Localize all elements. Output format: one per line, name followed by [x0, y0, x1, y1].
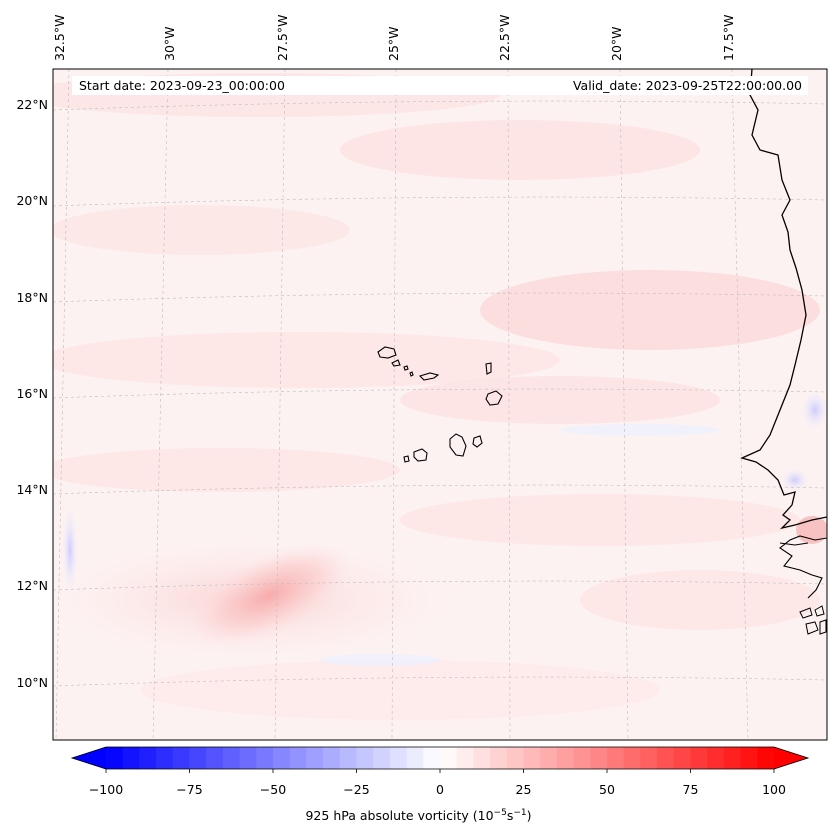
lon-label-27-5W: 27.5°W — [275, 14, 290, 61]
colorbar-step — [206, 747, 224, 769]
colorbar-step — [139, 747, 157, 769]
colorbar-title-mid: s — [506, 808, 514, 824]
colorbar-title-exp2: −1 — [513, 808, 527, 818]
colorbar-step — [373, 747, 391, 769]
info-banner — [72, 76, 808, 95]
colorbar-step — [339, 747, 357, 769]
bijagos-islands — [799, 605, 827, 635]
colorbar-step — [122, 747, 140, 769]
lat-label-16N: 16°N — [16, 386, 48, 401]
colorbar-step — [490, 747, 508, 769]
colorbar-step — [757, 747, 775, 769]
colorbar-step — [640, 747, 658, 769]
colorbar-title-end: ) — [526, 808, 532, 824]
colorbar-extend-min — [72, 747, 106, 769]
lon-label-20W: 20°W — [609, 26, 624, 61]
colorbar-step — [540, 747, 558, 769]
colorbar-step — [389, 747, 408, 769]
colorbar-step — [440, 747, 458, 769]
colorbar-step — [423, 747, 441, 769]
lat-label-14N: 14°N — [16, 482, 48, 497]
colorbar-step — [156, 747, 174, 769]
colorbar-step — [723, 747, 742, 769]
colorbar-step — [573, 747, 591, 769]
colorbar-step — [106, 747, 124, 769]
colorbar-step — [406, 747, 424, 769]
colorbar-tick-label: −75 — [176, 782, 203, 797]
colorbar-step — [356, 747, 374, 769]
lat-label-20N: 20°N — [16, 193, 48, 208]
colorbar-title-text: 925 hPa absolute vorticity (10 — [305, 808, 494, 824]
colorbar-step — [189, 747, 207, 769]
colorbar-step — [607, 747, 625, 769]
cape-verde-islands — [377, 346, 503, 463]
colorbar-step — [707, 747, 725, 769]
africa-coastline — [740, 69, 827, 530]
colorbar-tick-label: 75 — [682, 782, 699, 797]
gridlines — [53, 69, 827, 740]
colorbar-tick-label: −25 — [343, 782, 370, 797]
colorbar-step — [273, 747, 291, 769]
colorbar-step — [456, 747, 474, 769]
guinea-coastline — [779, 535, 827, 599]
colorbar-step — [306, 747, 324, 769]
colorbar-step — [590, 747, 608, 769]
colorbar-step — [506, 747, 524, 769]
vorticity-field — [53, 69, 827, 740]
colorbar-title-exp1: −5 — [493, 808, 507, 818]
colorbar-step — [172, 747, 190, 769]
lon-label-30W: 30°W — [162, 26, 177, 61]
colorbar-step — [473, 747, 491, 769]
map-frame — [52, 68, 828, 741]
colorbar-step — [690, 747, 708, 769]
lon-label-17-5W: 17.5°W — [721, 14, 736, 61]
lat-label-18N: 18°N — [16, 290, 48, 305]
colorbar-step — [740, 747, 758, 769]
colorbar-step — [256, 747, 274, 769]
lat-label-12N: 12°N — [16, 578, 48, 593]
colorbar-extend-max — [774, 747, 808, 769]
colorbar — [70, 746, 810, 773]
lat-label-22N: 22°N — [16, 97, 48, 112]
colorbar-tick-label: 100 — [762, 782, 786, 797]
valid-date-label: Valid_date: 2023-09-25T22:00:00.00 — [572, 78, 802, 93]
colorbar-step — [523, 747, 541, 769]
colorbar-step — [323, 747, 341, 769]
colorbar-step — [222, 747, 241, 769]
start-date-label: Start date: 2023-09-23_00:00:00 — [79, 78, 285, 93]
colorbar-step — [239, 747, 257, 769]
colorbar-title: 925 hPa absolute vorticity (10−5s−1) — [0, 808, 837, 823]
lon-label-25W: 25°W — [386, 26, 401, 61]
colorbar-tick-label: 0 — [436, 782, 444, 797]
lat-label-10N: 10°N — [16, 675, 48, 690]
colorbar-tick-label: 50 — [599, 782, 615, 797]
colorbar-step — [556, 747, 575, 769]
colorbar-step — [623, 747, 641, 769]
colorbar-step — [657, 747, 675, 769]
colorbar-step — [673, 747, 691, 769]
lon-label-22-5W: 22.5°W — [497, 14, 512, 61]
colorbar-tick-label: 25 — [515, 782, 532, 797]
lon-label-32-5W: 32.5°W — [52, 14, 67, 61]
colorbar-step — [289, 747, 307, 769]
colorbar-tick-label: −50 — [259, 782, 287, 797]
colorbar-tick-label: −100 — [88, 782, 124, 797]
